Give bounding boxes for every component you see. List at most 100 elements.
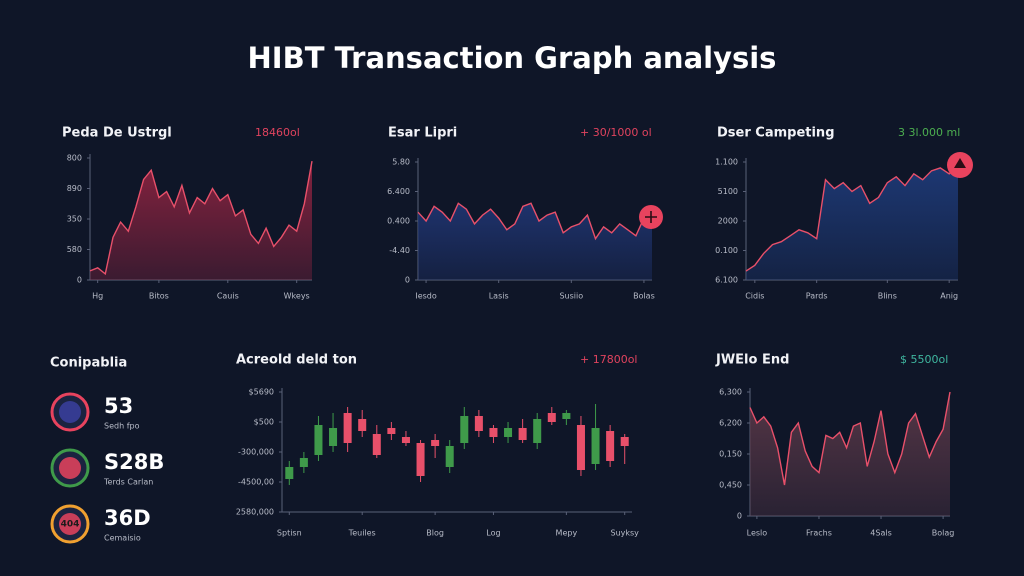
x-tick-label: Lasis [489, 292, 509, 301]
candle-body [562, 413, 571, 419]
candle-body [329, 428, 338, 446]
y-tick-label: 0.400 [387, 217, 410, 226]
y-tick-label: 800 [67, 154, 82, 163]
page-title: HIBT Transaction Graph analysis [248, 41, 777, 75]
candle-body [343, 413, 352, 443]
candle-body [576, 425, 585, 470]
y-tick-label: 6,200 [719, 419, 742, 428]
stats-title: Conipablia [50, 356, 127, 371]
x-tick-label: Wkeys [284, 292, 310, 301]
candle-body [606, 431, 615, 461]
y-tick-label: 0,150 [719, 450, 742, 459]
annotation: 3 3l.000 ml [898, 126, 960, 139]
chart-title: Dser Campeting [717, 126, 835, 141]
y-tick-label: 6,300 [719, 388, 742, 397]
y-tick-label: 5100 [718, 187, 738, 196]
area-fill [750, 392, 950, 516]
candle-body [591, 428, 600, 464]
y-tick-label: 0 [737, 512, 742, 521]
chart-title: JWElo End [715, 353, 789, 368]
line [745, 164, 959, 272]
y-tick-label: 0,450 [719, 481, 742, 490]
x-tick-label: Log [486, 529, 500, 538]
candle-body [358, 419, 367, 431]
chart-title: Acreold deld ton [236, 353, 357, 368]
y-tick-label: -4500,00 [238, 478, 274, 487]
y-tick-label: 0.100 [715, 246, 738, 255]
y-tick-label: $500 [254, 418, 274, 427]
stat-label: Sedh fpo [104, 422, 140, 431]
x-tick-label: Suyksy [610, 529, 639, 538]
candle-body [547, 413, 556, 422]
y-tick-label: 0 [77, 276, 82, 285]
candle-body [533, 419, 542, 443]
x-tick-label: Bolag [932, 529, 955, 538]
candle-body [416, 443, 425, 476]
x-tick-label: Leslo [747, 529, 768, 538]
stat-label: Cemaisio [104, 534, 141, 543]
stat-label: Terds Carlan [103, 478, 153, 487]
x-tick-label: Iesdo [415, 292, 437, 301]
stat-value: 53 [104, 394, 133, 418]
x-tick-label: Teuiles [348, 529, 376, 538]
x-tick-label: Susiio [559, 292, 583, 301]
annotation: + 17800ol [580, 353, 638, 366]
y-tick-label: 6.400 [387, 187, 410, 196]
x-tick-label: Anig [940, 292, 958, 301]
annotation: 18460ol [255, 126, 300, 139]
annotation: $ 5500ol [900, 353, 948, 366]
candle-body [299, 458, 308, 467]
y-tick-label: 580 [67, 245, 82, 254]
y-tick-label: 1.100 [715, 158, 738, 167]
line [89, 160, 313, 276]
area-fill [90, 161, 312, 280]
candle-body [518, 428, 527, 440]
candle-body [372, 434, 381, 455]
candle-body [474, 416, 483, 431]
x-tick-label: Bolas [633, 292, 655, 301]
candle-body [489, 428, 498, 437]
x-tick-label: Blog [426, 529, 444, 538]
y-tick-label: 0 [405, 276, 410, 285]
y-tick-label: $5690 [249, 388, 274, 397]
x-tick-label: Sptisn [277, 529, 302, 538]
y-tick-label: -4.40 [389, 246, 410, 255]
stat-icon-core [59, 457, 81, 479]
x-tick-label: Pards [806, 292, 828, 301]
stat-value: 36D [104, 506, 151, 530]
y-tick-label: 890 [67, 184, 82, 193]
x-tick-label: Frachs [806, 529, 832, 538]
stat-badge: 404 [61, 520, 80, 530]
candle-body [620, 437, 629, 446]
stat-value: S28B [104, 450, 164, 474]
stat-icon-core [59, 401, 81, 423]
stat-icon-core [59, 513, 81, 535]
x-tick-label: 4Sals [870, 529, 891, 538]
candle-body [314, 425, 323, 455]
y-tick-label: 2580,000 [236, 508, 274, 517]
line [749, 391, 951, 486]
area-fill [746, 164, 958, 280]
line [417, 202, 653, 241]
x-tick-label: Cidis [745, 292, 764, 301]
candle-body [504, 428, 513, 437]
marker-flag [954, 158, 966, 168]
chart-title: Esar Lipri [388, 126, 457, 141]
candle-body [387, 428, 396, 434]
candle-body [445, 446, 454, 467]
x-tick-label: Bitos [149, 292, 169, 301]
y-tick-label: 350 [67, 215, 82, 224]
y-tick-label: 2000 [718, 217, 738, 226]
x-tick-label: Cauis [217, 292, 239, 301]
y-tick-label: -300,000 [238, 448, 274, 457]
candle-body [431, 440, 440, 446]
x-tick-label: Mepy [556, 529, 578, 538]
x-tick-label: Blins [878, 292, 897, 301]
candle-body [401, 437, 410, 443]
marker-plus [645, 211, 657, 223]
y-tick-label: 5.80 [392, 158, 410, 167]
chart-title: Peda De Ustrgl [62, 126, 172, 141]
candle-body [285, 467, 294, 479]
